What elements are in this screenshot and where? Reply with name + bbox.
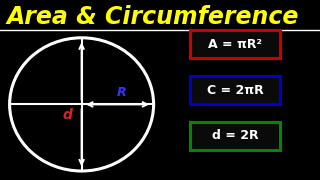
Bar [190, 122, 280, 150]
Text: A = πR²: A = πR² [208, 38, 262, 51]
Text: C = 2πR: C = 2πR [207, 84, 264, 96]
Text: R: R [116, 86, 126, 99]
Bar [190, 76, 280, 104]
Text: d = 2R: d = 2R [212, 129, 259, 142]
Text: d: d [62, 108, 72, 122]
Bar [190, 30, 280, 58]
Text: Area & Circumference: Area & Circumference [6, 5, 299, 29]
